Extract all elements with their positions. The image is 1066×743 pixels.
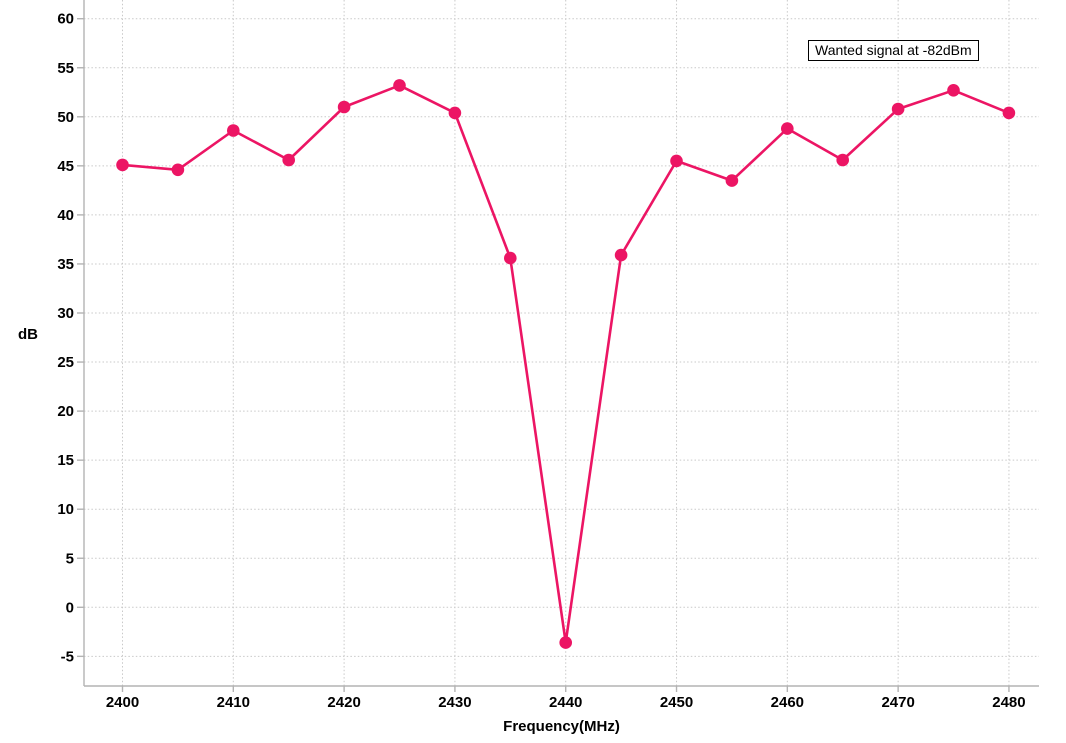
y-tick-label: 50 (57, 109, 74, 126)
data-point-marker (116, 158, 129, 172)
data-point-marker (947, 84, 960, 97)
data-point-marker (781, 122, 794, 135)
x-tick-label: 2450 (660, 694, 693, 711)
data-point-marker (670, 154, 683, 168)
y-tick-label: 30 (57, 305, 74, 322)
series-markers (116, 79, 1016, 649)
data-point-marker (614, 248, 628, 262)
tick-marks (77, 18, 1010, 692)
data-point-marker (393, 79, 406, 92)
data-point-marker (891, 102, 905, 116)
x-tick-label: 2470 (881, 694, 914, 711)
data-point-marker (448, 106, 462, 120)
axes (83, 0, 1039, 687)
data-point-marker (1002, 106, 1016, 120)
x-tick-label: 2480 (992, 694, 1025, 711)
y-tick-label: 15 (57, 452, 74, 469)
x-tick-label: 2440 (549, 694, 582, 711)
y-tick-label: 60 (57, 11, 74, 28)
data-point-marker (504, 251, 517, 265)
data-point-marker (227, 124, 240, 137)
x-tick-label: 2400 (106, 694, 139, 711)
x-tick-label: 2410 (217, 694, 250, 711)
y-tick-label: 10 (57, 501, 74, 518)
data-point-marker (337, 100, 351, 114)
y-axis-title: dB (18, 326, 38, 343)
data-point-marker (725, 174, 739, 187)
y-tick-label: 45 (57, 158, 74, 175)
annotation-box: Wanted signal at -82dBm (808, 40, 979, 61)
data-point-marker (171, 163, 185, 177)
gridlines (84, 0, 1039, 686)
y-tick-label: 55 (57, 60, 74, 77)
x-tick-label: 2420 (327, 694, 360, 711)
data-point-marker (559, 636, 572, 649)
x-axis-title: Frequency(MHz) (503, 718, 620, 735)
y-tick-label: 35 (57, 256, 74, 273)
data-point-marker (282, 153, 296, 167)
y-tick-label: -5 (61, 648, 74, 665)
x-tick-label: 2460 (771, 694, 804, 711)
y-tick-label: 40 (57, 207, 74, 224)
y-tick-label: 5 (66, 550, 74, 567)
x-tick-label: 2430 (438, 694, 471, 711)
y-tick-label: 20 (57, 403, 74, 420)
data-point-marker (836, 153, 849, 167)
y-tick-label: 0 (66, 599, 74, 616)
y-tick-label: 25 (57, 354, 74, 371)
